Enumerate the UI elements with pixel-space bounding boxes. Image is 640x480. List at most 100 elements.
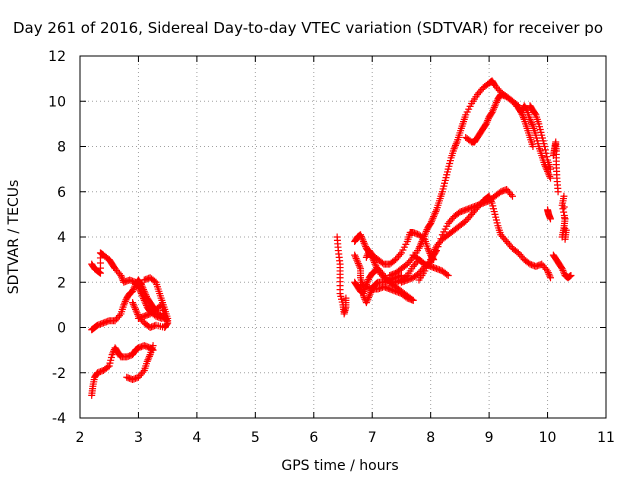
data-point [543, 153, 551, 161]
data-point [360, 239, 368, 247]
data-point [359, 238, 367, 246]
data-point [139, 368, 147, 376]
x-tick-label: 8 [426, 430, 435, 446]
data-point [143, 357, 151, 365]
data-point [342, 294, 350, 302]
data-point [507, 191, 515, 199]
data-point [546, 274, 554, 282]
data-point [519, 114, 527, 122]
chart-title: Day 261 of 2016, Sidereal Day-to-day VTE… [13, 19, 603, 37]
data-point [492, 98, 500, 106]
data-point [489, 107, 497, 115]
y-tick-label: 8 [57, 140, 66, 156]
data-point [561, 214, 569, 222]
data-point [490, 103, 498, 111]
data-point [140, 286, 148, 294]
x-tick-label: 6 [309, 430, 318, 446]
y-tick-label: -4 [52, 411, 66, 427]
data-point [120, 301, 128, 309]
data-point [115, 312, 123, 320]
data-point [121, 297, 129, 305]
data-point [416, 243, 424, 251]
data-point [519, 112, 527, 120]
data-point [430, 213, 438, 221]
data-point [452, 140, 460, 148]
data-point [129, 286, 137, 294]
data-point [355, 261, 363, 269]
data-point [133, 309, 141, 317]
data-point [108, 351, 116, 359]
data-point [419, 236, 427, 244]
data-point [132, 305, 140, 313]
data-point [366, 290, 374, 298]
x-tick-label: 2 [76, 430, 85, 446]
data-point [526, 115, 534, 123]
y-tick-label: 0 [57, 321, 66, 337]
data-point [544, 267, 552, 275]
data-point [149, 342, 157, 350]
data-point [134, 310, 142, 318]
data-point [365, 294, 373, 302]
data-point [444, 271, 452, 279]
data-point [561, 225, 569, 233]
data-point [484, 116, 492, 124]
data-point [137, 281, 145, 289]
data-point [142, 291, 150, 299]
y-tick-label: 4 [57, 230, 66, 246]
data-point [362, 299, 370, 307]
data-point [567, 271, 575, 279]
data-point [409, 296, 417, 304]
data-point [541, 146, 549, 154]
x-tick-label: 4 [192, 430, 201, 446]
data-point [427, 218, 435, 226]
data-point [370, 258, 378, 266]
data-point [371, 260, 379, 268]
data-point [522, 105, 530, 113]
data-point [356, 263, 364, 271]
data-point [422, 229, 430, 237]
data-point [491, 102, 499, 110]
y-tick-label: -2 [52, 366, 66, 382]
y-axis-label: SDTVAR / TECUs [6, 180, 22, 295]
data-point [396, 251, 404, 259]
data-point [527, 119, 535, 127]
data-point [364, 277, 372, 285]
data-point [489, 105, 497, 113]
data-point [488, 109, 496, 117]
data-point [140, 287, 148, 295]
data-point [545, 171, 553, 179]
data-point [358, 234, 366, 242]
data-point [351, 251, 359, 259]
data-point [546, 165, 554, 173]
data-point [451, 143, 459, 151]
y-tick-label: 12 [48, 49, 66, 65]
data-point [437, 235, 445, 243]
data-point [139, 284, 147, 292]
data-point [541, 143, 549, 150]
data-point [428, 216, 436, 224]
data-point [427, 256, 435, 264]
data-point [508, 192, 516, 200]
data-point [352, 254, 360, 262]
data-point [134, 312, 142, 320]
data-point [558, 265, 566, 273]
data-point [121, 299, 129, 307]
data-point [527, 117, 535, 125]
data-point [435, 239, 443, 247]
data-point [559, 266, 567, 274]
x-tick-label: 10 [539, 430, 557, 446]
data-point [427, 219, 435, 227]
data-point [129, 299, 137, 307]
data-point [545, 270, 553, 278]
data-point [417, 239, 425, 247]
data-point [492, 100, 500, 108]
data-point [353, 256, 361, 264]
data-point [428, 254, 436, 262]
data-point [362, 253, 370, 261]
data-point [431, 209, 439, 217]
data-point [560, 192, 568, 200]
data-point [117, 271, 125, 279]
data-point [132, 307, 140, 315]
data-point [145, 354, 153, 362]
data-point [131, 304, 139, 312]
